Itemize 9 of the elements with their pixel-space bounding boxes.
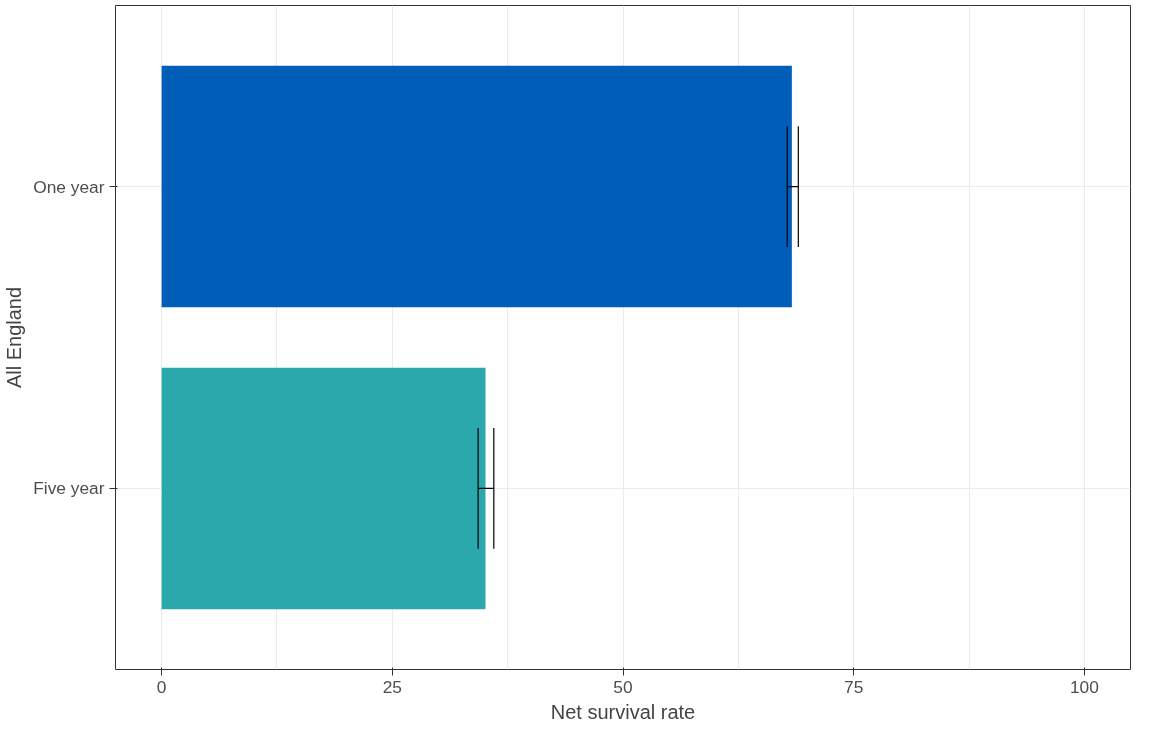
y-axis-title: All England — [3, 286, 26, 389]
x-tick-label: 75 — [844, 676, 864, 697]
x-tick-label: 25 — [382, 676, 402, 697]
y-tick-label: Five year — [33, 478, 105, 499]
x-tick-label: 0 — [156, 676, 167, 697]
y-tick-label: One year — [33, 176, 105, 197]
x-tick-label: 50 — [613, 676, 633, 697]
x-axis-title: Net survival rate — [550, 700, 696, 723]
x-tick-label: 100 — [1069, 676, 1099, 697]
